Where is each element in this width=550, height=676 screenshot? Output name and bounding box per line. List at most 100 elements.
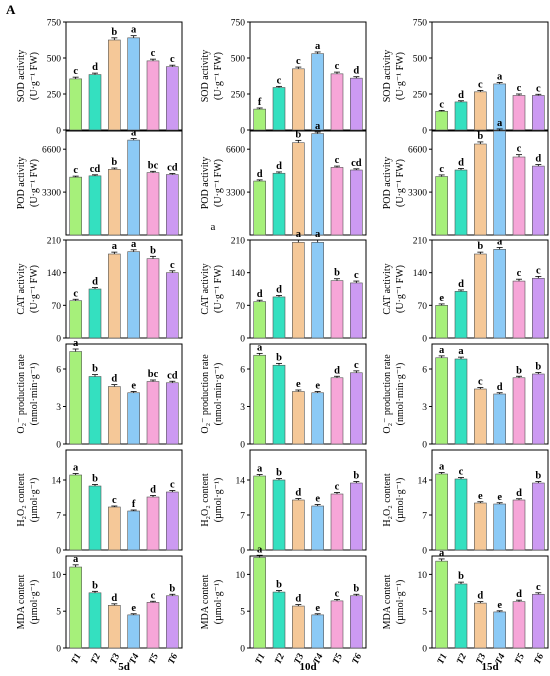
significance-letter: d bbox=[516, 589, 522, 600]
significance-letter: b bbox=[353, 471, 359, 482]
y-tick-label: 3 bbox=[240, 403, 245, 413]
x-tick-label: T4 bbox=[494, 652, 508, 666]
bar bbox=[512, 95, 526, 131]
y-tick-label: 210 bbox=[413, 237, 428, 247]
bar bbox=[166, 174, 179, 236]
x-tick-label: T6 bbox=[533, 652, 547, 666]
bar bbox=[350, 595, 363, 649]
plot-frame bbox=[249, 449, 367, 551]
bar bbox=[292, 68, 305, 131]
y-tick-label: 6600 bbox=[408, 146, 427, 156]
y-axis-label: SOD activity bbox=[16, 50, 27, 103]
y-axis-unit: (U·g⁻¹ FW) bbox=[395, 52, 406, 100]
plot-frame bbox=[431, 449, 549, 551]
bar bbox=[532, 482, 545, 551]
significance-letter: c bbox=[73, 288, 78, 299]
y-axis-unit: (U·g⁻¹ FW) bbox=[213, 52, 224, 100]
significance-letter: d bbox=[458, 279, 464, 290]
significance-letter: e bbox=[315, 603, 320, 614]
annotation-letter: a bbox=[211, 221, 216, 233]
bar bbox=[311, 53, 324, 131]
bar bbox=[474, 602, 487, 649]
y-axis-unit: (U·g⁻¹ FW) bbox=[213, 265, 224, 313]
y-tick-label: 6600 bbox=[226, 146, 245, 156]
plot-frame bbox=[249, 343, 367, 445]
significance-letter: c bbox=[335, 482, 340, 493]
significance-letter: a bbox=[315, 121, 321, 132]
significance-letter: d bbox=[295, 594, 301, 605]
bar bbox=[108, 386, 121, 445]
bar bbox=[69, 78, 82, 131]
significance-letter: d bbox=[257, 169, 263, 180]
plot-frame bbox=[65, 343, 183, 445]
bar bbox=[127, 251, 140, 339]
bar bbox=[493, 611, 506, 649]
plot-frame bbox=[65, 130, 183, 236]
bar bbox=[454, 291, 468, 339]
y-tick-label: 0 bbox=[56, 441, 61, 451]
y-tick-label: 0 bbox=[240, 127, 245, 137]
bar bbox=[272, 479, 286, 551]
significance-letter: d bbox=[92, 277, 98, 288]
plot-frame bbox=[249, 239, 367, 339]
x-tick-label: T4 bbox=[128, 652, 142, 666]
bar bbox=[493, 130, 506, 236]
bar bbox=[532, 593, 545, 649]
bar bbox=[166, 595, 179, 649]
y-axis-label: MDA content bbox=[382, 574, 393, 629]
significance-letter: a bbox=[112, 241, 118, 252]
significance-letter: c bbox=[517, 268, 522, 279]
plot-frame bbox=[65, 21, 183, 131]
significance-letter: b bbox=[295, 129, 301, 140]
y-axis-unit: (µmol·g⁻¹) bbox=[29, 580, 40, 625]
significance-letter: a bbox=[296, 229, 302, 240]
y-tick-label: 5 bbox=[240, 608, 245, 618]
x-tick-label: T1 bbox=[436, 652, 450, 666]
significance-letter: c bbox=[478, 377, 483, 388]
y-axis-unit: (U·g⁻¹ FW) bbox=[395, 265, 406, 313]
significance-letter: d bbox=[111, 593, 117, 604]
significance-letter: c bbox=[151, 48, 156, 59]
y-axis-unit: (U·g⁻¹ FW) bbox=[29, 159, 40, 207]
significance-letter: c bbox=[112, 495, 117, 506]
y-tick-label: 6 bbox=[240, 366, 245, 376]
significance-letter: c bbox=[335, 61, 340, 72]
significance-letter: c bbox=[536, 582, 541, 593]
significance-letter: c bbox=[335, 155, 340, 166]
bar bbox=[350, 482, 363, 551]
y-axis-unit: (U·g⁻¹ FW) bbox=[395, 159, 406, 207]
significance-letter: a bbox=[257, 544, 263, 555]
y-tick-label: 10 bbox=[52, 571, 62, 581]
column-label: 5d bbox=[118, 661, 130, 673]
significance-letter: a bbox=[257, 464, 263, 475]
x-tick-label: T1 bbox=[254, 652, 268, 666]
y-axis-unit: (µmol·g⁻¹) bbox=[395, 478, 406, 523]
bar bbox=[292, 242, 305, 339]
y-tick-label: 14 bbox=[418, 477, 428, 487]
bar bbox=[350, 169, 363, 236]
x-tick-label: T6 bbox=[351, 652, 365, 666]
bar bbox=[330, 493, 344, 551]
significance-letter: c bbox=[439, 99, 444, 110]
y-tick-label: 10 bbox=[418, 571, 428, 581]
significance-letter: b bbox=[92, 364, 98, 375]
y-tick-label: 3300 bbox=[226, 189, 245, 199]
significance-letter: a bbox=[497, 71, 503, 82]
significance-letter: b bbox=[92, 474, 98, 485]
x-tick-label: T2 bbox=[273, 652, 287, 666]
y-tick-label: 0 bbox=[240, 645, 245, 655]
significance-letter: b bbox=[334, 268, 340, 279]
significance-letter: e bbox=[439, 293, 444, 304]
significance-letter: b bbox=[276, 352, 282, 363]
y-axis-label: O₂⁻ production rate bbox=[16, 354, 27, 434]
significance-letter: a bbox=[458, 346, 464, 357]
y-axis-unit: (µmol·g⁻¹) bbox=[213, 580, 224, 625]
y-axis-label: CAT activity bbox=[16, 263, 27, 314]
bar bbox=[69, 351, 82, 445]
y-tick-label: 750 bbox=[413, 19, 428, 29]
plot-frame bbox=[249, 555, 367, 649]
y-tick-label: 140 bbox=[47, 269, 62, 279]
x-tick-label: T2 bbox=[89, 652, 103, 666]
significance-letter: d bbox=[295, 488, 301, 499]
y-tick-label: 750 bbox=[47, 19, 62, 29]
